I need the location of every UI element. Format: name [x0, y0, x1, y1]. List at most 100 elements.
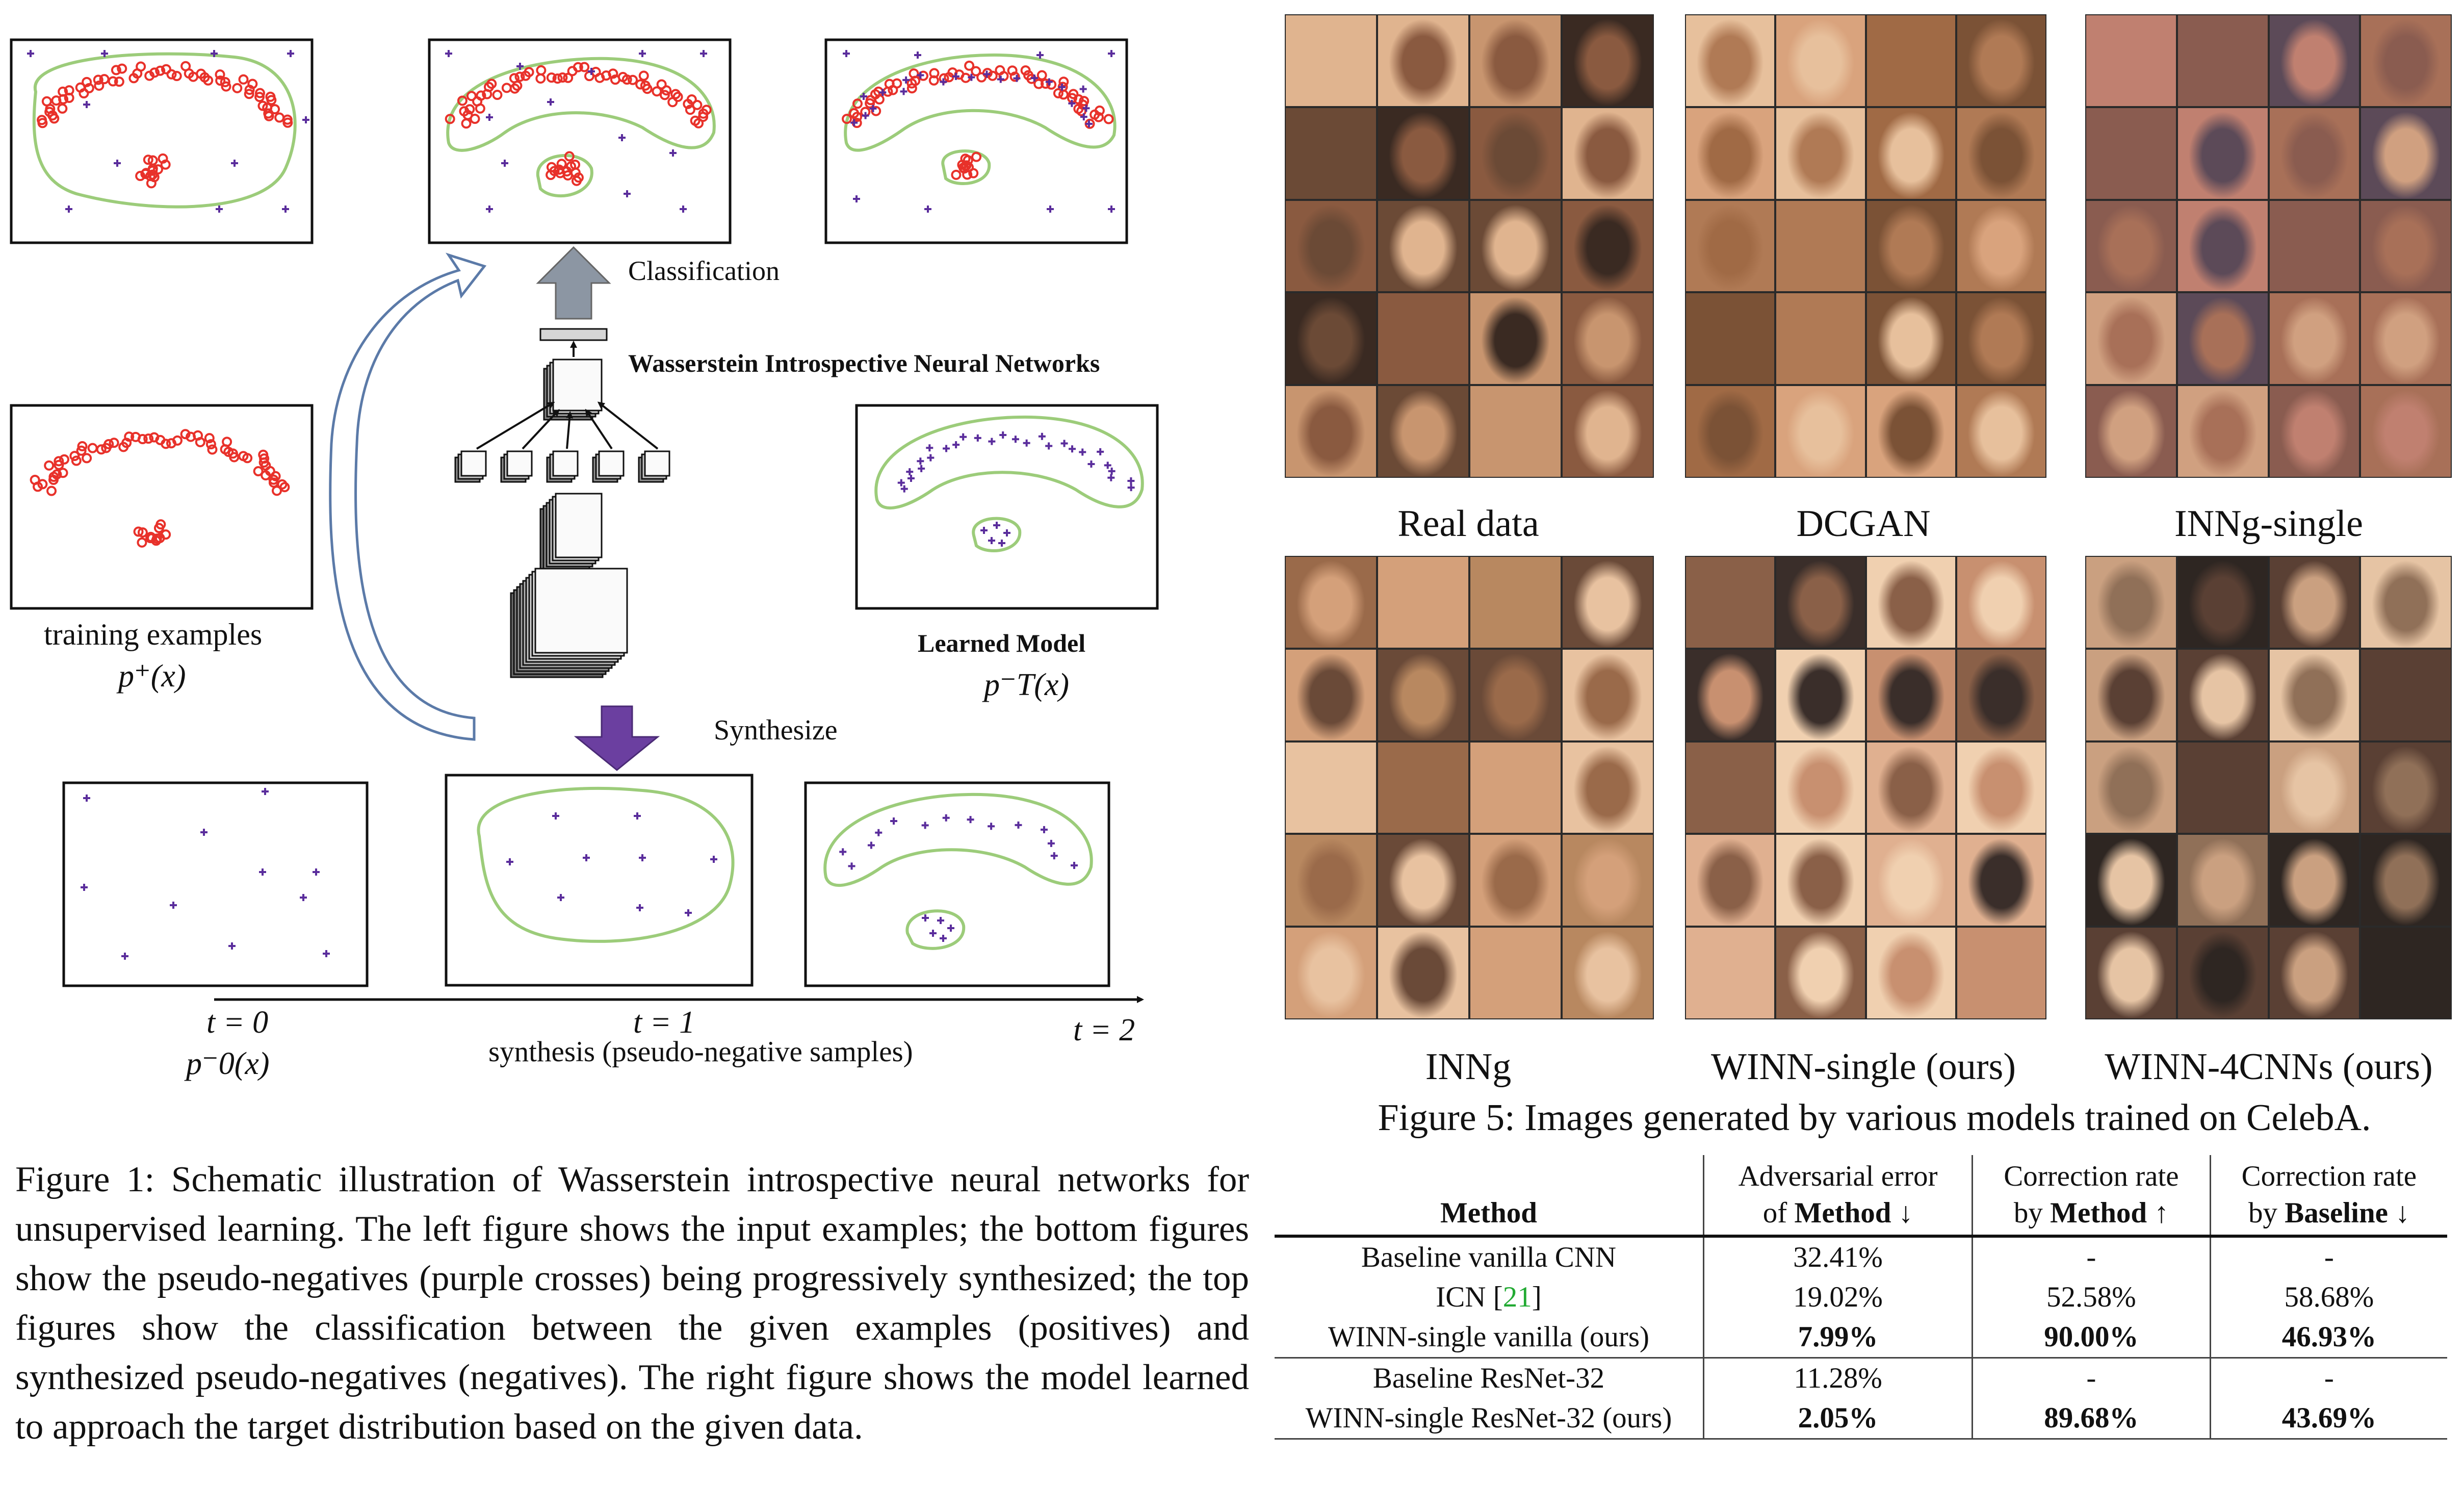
- positive-sample-mark: [464, 104, 475, 115]
- face-image-tile: [2269, 928, 2359, 1018]
- face-image-tile: [1957, 200, 2045, 292]
- positive-sample-mark: [205, 439, 216, 450]
- positive-sample-mark: [103, 439, 114, 449]
- negative-sample-mark: [997, 75, 1004, 83]
- face-image-tile: [1470, 557, 1561, 648]
- t1-label: t = 1: [633, 1005, 695, 1040]
- cell-correction-baseline: 58.68%: [2209, 1277, 2447, 1317]
- positive-sample-mark: [608, 68, 618, 79]
- negative-sample-mark: [313, 868, 320, 876]
- negative-sample-mark: [862, 112, 869, 119]
- negative-sample-mark: [81, 884, 88, 891]
- positive-sample-mark: [64, 85, 74, 96]
- face-image-tile: [2361, 835, 2451, 926]
- negative-sample-mark: [1087, 460, 1095, 468]
- negative-sample-mark: [700, 50, 707, 57]
- negative-sample-mark: [170, 902, 177, 909]
- method-text: ICN [: [1436, 1281, 1503, 1313]
- negative-sample-mark: [27, 50, 34, 57]
- negative-sample-mark: [639, 854, 646, 861]
- negative-sample-mark: [900, 88, 907, 95]
- face-image-tile: [1776, 386, 1865, 477]
- positive-sample-mark: [964, 162, 974, 173]
- face-image-tile: [1378, 293, 1468, 385]
- header-line2-bold: Method: [2050, 1197, 2147, 1229]
- negative-sample-mark: [552, 812, 559, 820]
- face-image-tile: [1686, 386, 1775, 477]
- layer-block: [552, 450, 579, 477]
- citation-link[interactable]: 21: [1502, 1281, 1532, 1313]
- face-image-tile: [2086, 386, 2176, 477]
- header-line2-pre: by: [2013, 1197, 2051, 1229]
- positive-sample-mark: [109, 438, 119, 448]
- face-image-tile: [2269, 200, 2359, 292]
- face-image-tile: [1378, 15, 1468, 106]
- positive-sample-mark: [524, 67, 534, 78]
- t2-label: t = 2: [1073, 1013, 1135, 1047]
- positive-sample-mark: [111, 65, 121, 75]
- cell-adversarial-error: 19.02%: [1702, 1277, 1973, 1317]
- face-image-tile: [2361, 928, 2451, 1018]
- method-text: Baseline ResNet-32: [1372, 1362, 1605, 1394]
- negative-sample-mark: [937, 917, 944, 924]
- positive-sample-mark: [195, 437, 205, 447]
- positive-sample-mark: [161, 64, 171, 74]
- face-image-tile: [1776, 293, 1865, 385]
- positive-sample-mark: [849, 108, 860, 118]
- cell-correction-method: 90.00%: [1972, 1317, 2211, 1358]
- face-image-tile: [2177, 649, 2268, 740]
- negative-sample-mark: [1070, 862, 1078, 869]
- positive-sample-mark: [536, 65, 547, 75]
- decision-boundary: [32, 52, 297, 209]
- panel-synthesis-t0: [62, 781, 369, 987]
- positive-sample-mark: [137, 537, 147, 548]
- negative-sample-mark: [968, 73, 975, 81]
- positive-sample-mark: [1093, 112, 1104, 122]
- header-line2-bold: Method: [1440, 1197, 1537, 1229]
- positive-sample-mark: [514, 71, 525, 82]
- positive-sample-mark: [96, 444, 107, 455]
- positive-sample-mark: [254, 88, 265, 98]
- decision-boundary: [874, 415, 1144, 510]
- positive-sample-mark: [238, 74, 249, 85]
- face-image-tile: [1776, 557, 1865, 648]
- decision-boundary: [823, 792, 1093, 887]
- negative-sample-mark: [1015, 821, 1022, 829]
- cell-adversarial-error: 11.28%: [1702, 1357, 1973, 1398]
- positive-sample-mark: [82, 76, 92, 87]
- negative-sample-mark: [993, 522, 1000, 529]
- positive-sample-mark: [557, 72, 568, 83]
- negative-sample-mark: [907, 474, 915, 482]
- face-image-tile: [1686, 200, 1775, 292]
- face-image-tile: [2177, 557, 2268, 648]
- face-image-tile: [1866, 293, 1955, 385]
- cell-method: Baseline ResNet-32: [1275, 1357, 1704, 1398]
- network-label: Wasserstein Introspective Neural Network…: [628, 349, 1100, 377]
- face-image-tile: [2361, 200, 2451, 292]
- network-illustration: [454, 328, 670, 678]
- synthesize-arrow: [574, 705, 660, 771]
- face-image-tile: [2086, 108, 2176, 199]
- face-image-tile: [1563, 108, 1653, 199]
- face-image-tile: [1470, 293, 1561, 385]
- negative-sample-mark: [902, 76, 910, 84]
- table-row: Baseline vanilla CNN 32.41% - -: [1275, 1236, 2447, 1277]
- face-image-tile: [1686, 293, 1775, 385]
- positive-sample-mark: [987, 70, 998, 81]
- negative-sample-mark: [1069, 445, 1076, 453]
- negative-sample-mark: [501, 160, 508, 167]
- face-image-tile: [1866, 386, 1955, 477]
- grid-label-inng: INNg: [1425, 1046, 1512, 1088]
- negative-sample-mark: [1036, 52, 1044, 59]
- face-image-tile: [1776, 742, 1865, 833]
- face-image-tile: [2177, 835, 2268, 926]
- positive-sample-mark: [147, 155, 158, 166]
- t0-label: t = 0: [206, 1005, 269, 1040]
- face-image-tile: [2177, 928, 2268, 1018]
- face-image-tile: [1957, 649, 2045, 740]
- classification-arrow: [536, 246, 611, 320]
- negative-sample-mark: [850, 119, 858, 126]
- cell-method: WINN-single ResNet-32 (ours): [1275, 1398, 1704, 1440]
- header-method: Method: [1275, 1155, 1704, 1236]
- negative-sample-mark: [999, 431, 1007, 439]
